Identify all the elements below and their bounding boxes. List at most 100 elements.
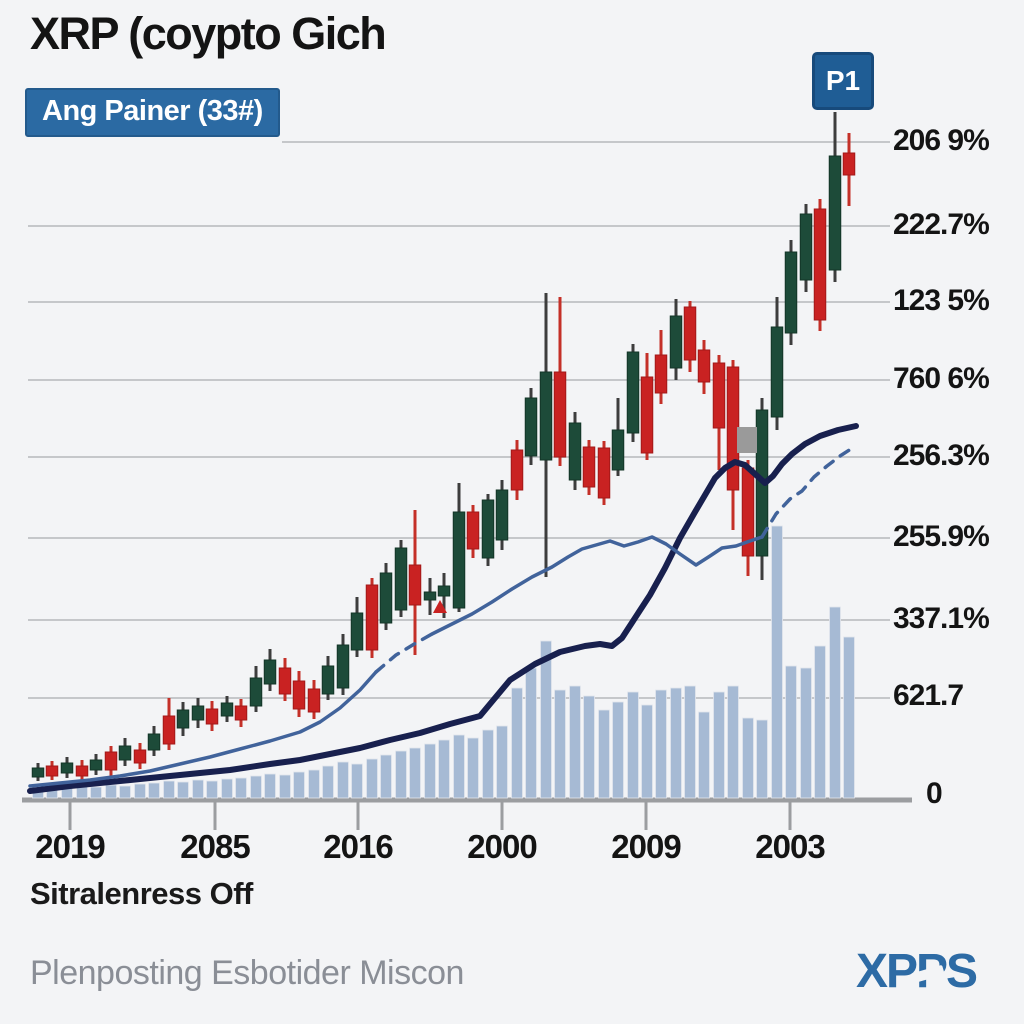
candle-body-up [191, 705, 205, 721]
candle-body-up [118, 745, 132, 761]
volume-bar [380, 754, 392, 799]
y-axis-label: 255.9% [893, 520, 990, 553]
volume-bar [814, 645, 826, 799]
x-axis-label: 2000 [467, 828, 537, 865]
candle-body-down [104, 751, 118, 771]
candle-body-down [234, 705, 248, 721]
volume-bar [366, 758, 378, 799]
candle-body-up [481, 499, 495, 559]
ma-line-navy [27, 423, 859, 794]
volume-bar [756, 719, 768, 799]
volume-bar [511, 687, 523, 799]
volume-bar [279, 774, 291, 799]
page-title: XRP (coypto Gich [30, 8, 387, 59]
volume-bar [684, 685, 696, 799]
candle-body-up [394, 547, 408, 611]
volume-bar [540, 640, 552, 799]
volume-bar [598, 709, 610, 799]
volume-bar [453, 734, 465, 799]
volume-bar [655, 689, 667, 799]
volume-bar [424, 743, 436, 799]
volume-bar [641, 704, 653, 799]
x-axis-label: 2003 [755, 828, 825, 865]
candle-body-up [611, 429, 625, 471]
candle-body-down [597, 447, 611, 499]
volume-bar [627, 691, 639, 799]
candle-body-down [307, 688, 321, 713]
volume-bar [322, 765, 334, 799]
volume-bar [337, 761, 349, 799]
volume-bar [293, 771, 305, 799]
volume-bar [250, 775, 262, 799]
candle-body-down [45, 765, 59, 777]
candle-body-up [799, 213, 813, 281]
x-axis-note: Sitralenress Off [30, 876, 253, 911]
volume-bar [119, 785, 131, 799]
p1-marker-badge[interactable]: P1 [812, 52, 874, 110]
volume-bar [206, 780, 218, 799]
candle-body-up [626, 351, 640, 434]
y-axis-label: 337.1% [893, 602, 990, 635]
candle-body-down [697, 349, 711, 383]
candle-body-up [89, 759, 103, 771]
volume-bar [351, 763, 363, 799]
volume-bar [843, 636, 855, 799]
volume-bar [698, 711, 710, 799]
volume-bar [163, 780, 175, 799]
candle-body-up [669, 315, 683, 369]
x-axis-label: 2009 [611, 828, 681, 865]
candle-body-down [683, 306, 697, 361]
y-axis-label: 123 5% [893, 284, 990, 317]
volume-bar [554, 689, 566, 799]
candle-body-up [539, 371, 553, 461]
candle-body-down [133, 749, 147, 764]
volume-bar [395, 750, 407, 799]
volume-bar [612, 701, 624, 799]
candle-body-up [321, 665, 335, 695]
volume-bar [742, 717, 754, 799]
footer-caption: Plenposting Esbotider Miscon [30, 954, 464, 992]
candle-body-down [842, 152, 856, 176]
gray-box-marker [737, 427, 757, 453]
candle-body-down [466, 511, 480, 550]
candle-body-up [423, 591, 437, 601]
y-axis-label: 621.7 [893, 679, 964, 712]
volume-bar [829, 606, 841, 799]
volume-bar [308, 769, 320, 799]
candle-body-up [568, 422, 582, 481]
volume-bar [264, 773, 276, 799]
x-axis-label: 2016 [323, 828, 393, 865]
candle-body-up [147, 733, 161, 751]
candle-body-up [31, 767, 45, 778]
candle-body-up [336, 644, 350, 689]
candle-body-down [813, 208, 827, 321]
candle-body-down [365, 584, 379, 651]
subtitle-badge[interactable]: Ang Painer (33#) [25, 88, 280, 137]
volume-bar [467, 737, 479, 799]
volume-bar [105, 784, 117, 799]
x-axis-label: 2019 [35, 828, 105, 865]
candle-body-down [205, 708, 219, 725]
volume-bar [670, 687, 682, 799]
candle-body-up [220, 702, 234, 717]
ma-line-steel [430, 535, 764, 636]
volume-bar [785, 665, 797, 799]
candle-body-down [712, 362, 726, 429]
volume-bar [569, 685, 581, 799]
y-axis-label: 222.7% [893, 208, 990, 241]
volume-bar [134, 783, 146, 799]
candle-body-up [263, 659, 277, 685]
volume-bar [496, 725, 508, 799]
ma-line-steel-dashed [374, 632, 434, 674]
volume-bar [800, 667, 812, 799]
candle-body-down [292, 680, 306, 710]
volume-bar [90, 786, 102, 799]
volume-bar [525, 667, 537, 799]
candle-body-up [495, 489, 509, 541]
candle-body-up [379, 572, 393, 624]
candle-body-up [524, 397, 538, 457]
volume-bar [583, 695, 595, 799]
volume-bar [482, 729, 494, 799]
volume-bar [192, 779, 204, 799]
volume-bar [771, 525, 783, 799]
